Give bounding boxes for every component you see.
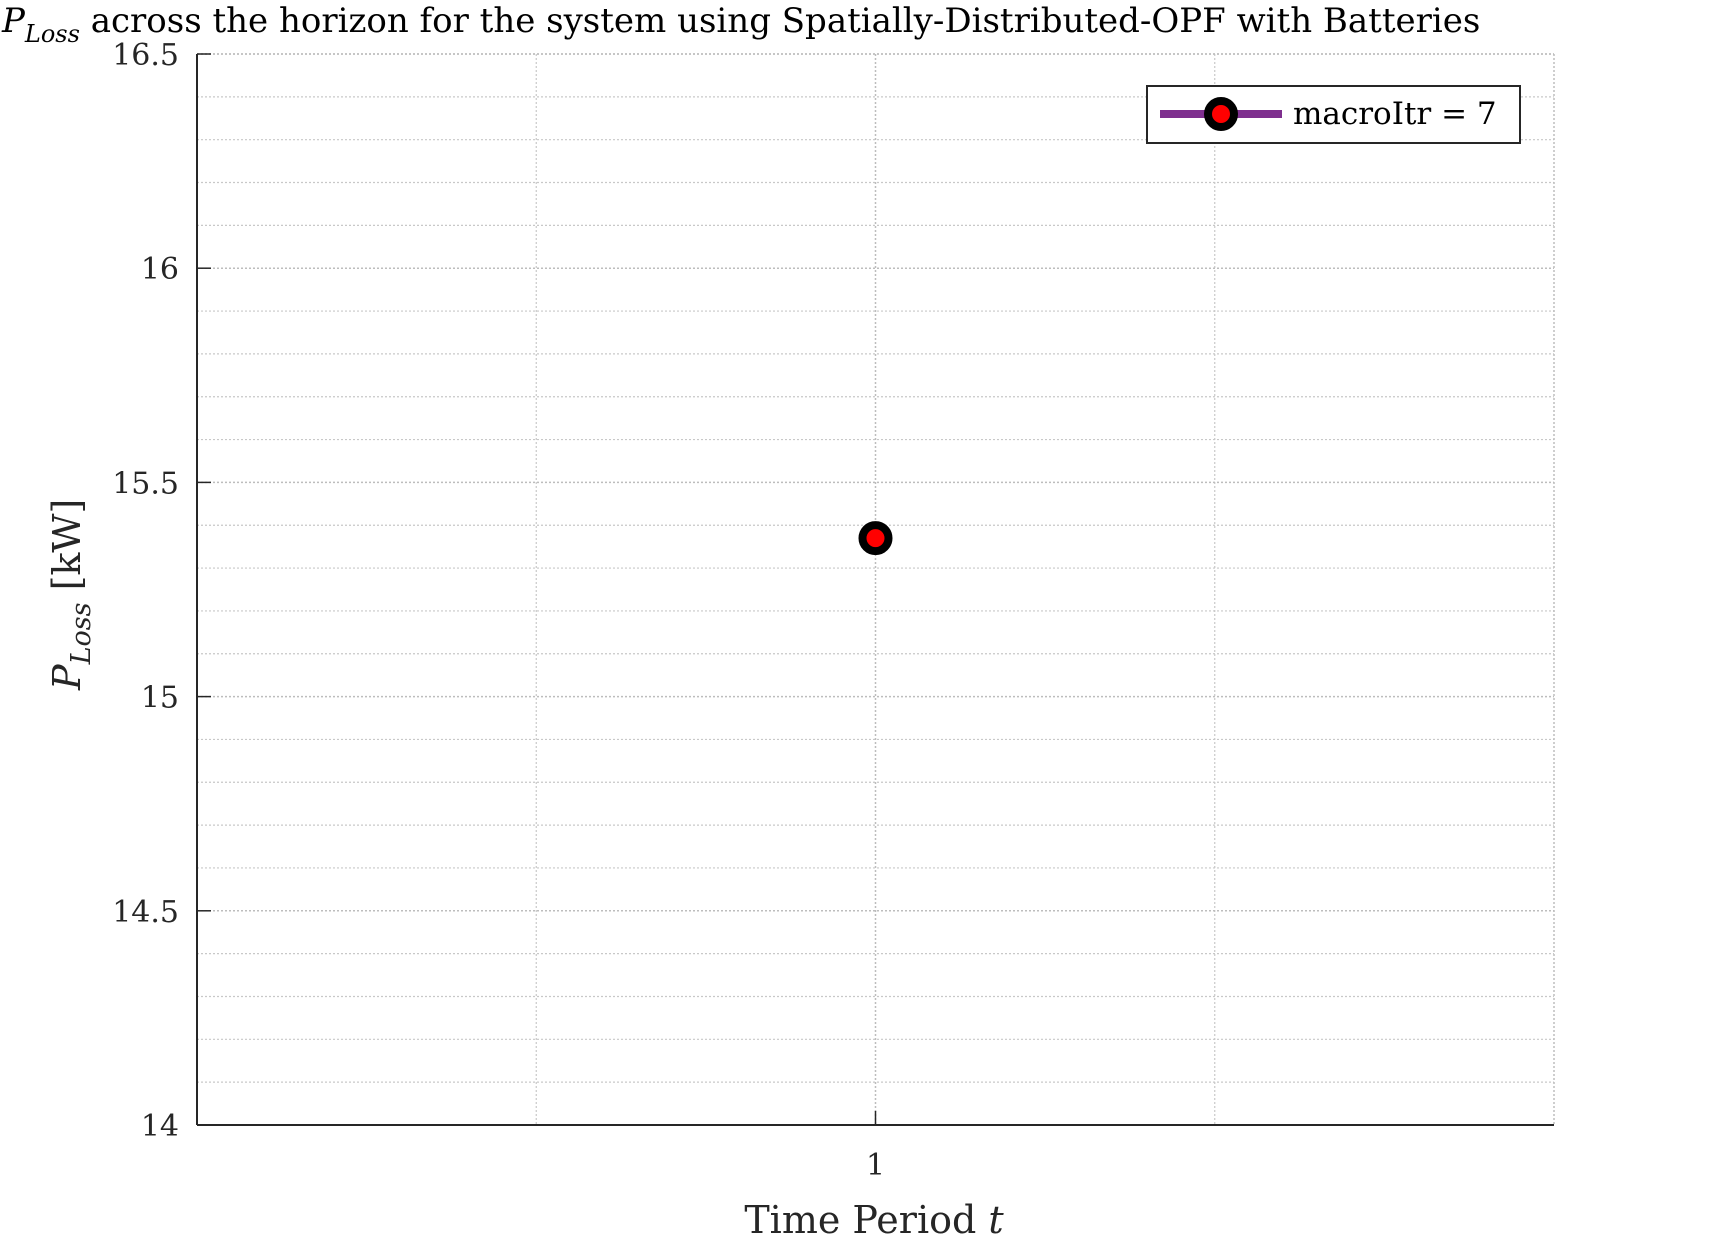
major-grid — [197, 53, 1555, 1125]
minor-grid — [197, 54, 1554, 1125]
chart-title: PLoss across the horizon for the system … — [1, 1, 1480, 48]
legend-label: macroItr = 7 — [1293, 96, 1497, 132]
title-symbol: P — [1, 1, 26, 41]
ylabel-unit: [kW] — [45, 499, 89, 603]
data-point — [858, 521, 893, 556]
y-tick-label: 15.5 — [112, 466, 179, 501]
x-axis-label: Time Period t — [744, 1198, 1004, 1236]
xlabel-italic: t — [988, 1198, 1004, 1236]
legend: macroItr = 7 — [1146, 85, 1521, 144]
plot-area: 14 14.5 15 15.5 16 16.5 1 — [112, 38, 1555, 1183]
y-axis-label: PLoss [kW] — [45, 499, 97, 691]
xlabel-text: Time Period — [744, 1198, 988, 1236]
title-subscript: Loss — [24, 20, 80, 48]
y-tick-label: 16 — [141, 252, 179, 287]
legend-marker — [1204, 97, 1238, 131]
y-axis-ticks: 14 14.5 15 15.5 16 16.5 — [112, 38, 211, 1144]
ylabel-symbol: P — [45, 663, 89, 691]
x-axis-ticks: 1 — [866, 1111, 885, 1183]
y-tick-label: 15 — [141, 681, 179, 716]
series-layer — [858, 521, 893, 556]
title-text: across the horizon for the system using … — [80, 1, 1480, 41]
y-tick-label: 14 — [141, 1109, 179, 1144]
x-tick-label: 1 — [866, 1148, 885, 1183]
y-tick-label: 14.5 — [112, 895, 179, 930]
y-tick-label: 16.5 — [112, 38, 179, 73]
ylabel-subscript: Loss — [66, 603, 97, 666]
